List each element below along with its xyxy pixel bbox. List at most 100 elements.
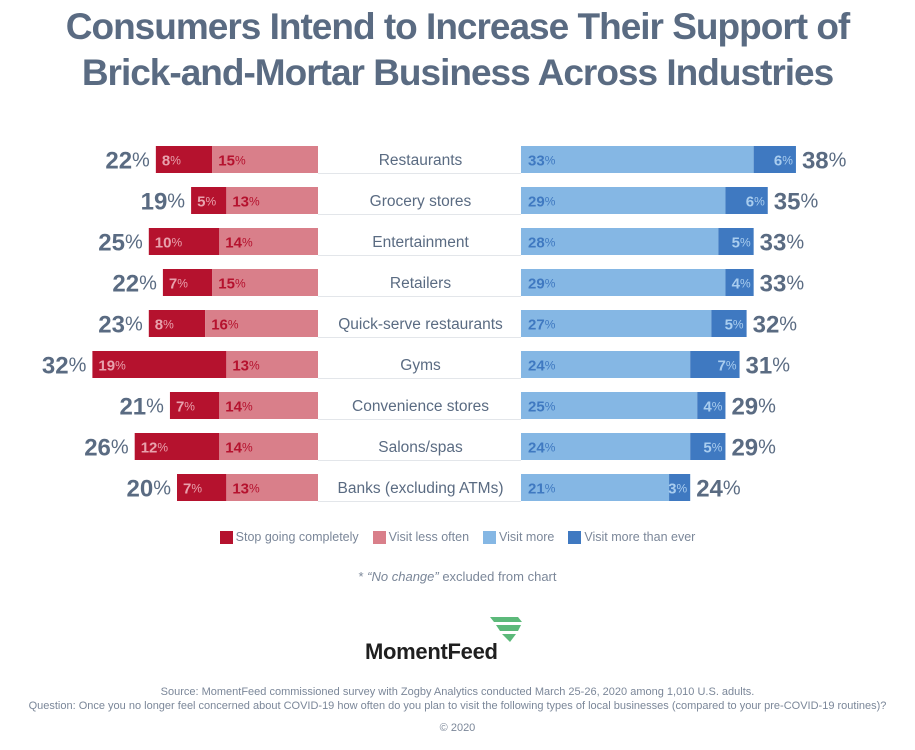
label-stop-going-grocery-stores: 5% [197,193,216,210]
legend-swatch-visit-more [483,530,497,544]
bar-visit-less-salons-spas [219,433,318,460]
label-visit-more-than-ever-grocery-stores: 6% [746,193,765,210]
bar-visit-less-restaurants [212,146,318,173]
legend-swatch-stop-going [219,530,233,544]
bar-visit-less-convenience-stores [219,392,318,419]
bar-stop-going-restaurants [155,146,213,173]
bar-visit-more-banks-excluding-atms [521,474,670,501]
momentfeed-logo: MomentFeed [363,615,533,665]
bar-visit-more-gyms [521,351,691,378]
bar-visit-less-entertainment [219,228,318,255]
label-visit-less-banks-excluding-atms: 13% [232,480,260,497]
total-right-gyms: 31% [746,352,791,379]
bar-visit-more-than-ever-salons-spas [690,433,726,460]
category-label-entertainment: Entertainment [372,234,469,251]
total-left-retailers: 22% [112,270,157,297]
bar-visit-more-restaurants [521,146,754,173]
momentfeed-logo-text: MomentFeed [365,639,498,664]
label-visit-more-entertainment: 28% [528,234,556,251]
label-visit-more-retailers: 29% [528,275,556,292]
legend-item-visit-more: Visit more [483,530,554,544]
bar-visit-more-retailers [521,269,726,296]
bar-visit-less-retailers [212,269,318,296]
legend-item-stop-going: Stop going completely [219,530,359,544]
category-label-grocery-stores: Grocery stores [370,193,472,210]
bar-visit-more-than-ever-convenience-stores [697,392,726,419]
category-label-quick-serve-restaurants: Quick-serve restaurants [338,316,503,333]
label-stop-going-salons-spas: 12% [141,439,169,456]
total-left-banks-excluding-atms: 20% [127,475,172,502]
legend-item-visit-more-than-ever: Visit more than ever [568,530,695,544]
bar-stop-going-banks-excluding-atms [177,474,227,501]
label-stop-going-convenience-stores: 7% [176,398,195,415]
label-stop-going-quick-serve-restaurants: 8% [155,316,174,333]
bar-stop-going-entertainment [148,228,220,255]
label-visit-more-than-ever-gyms: 7% [718,357,737,374]
footnote-rest: excluded from chart [438,569,557,584]
bar-stop-going-grocery-stores [191,187,227,214]
label-visit-more-than-ever-salons-spas: 5% [703,439,722,456]
bar-visit-more-than-ever-restaurants [753,146,796,173]
total-left-gyms: 32% [42,352,87,379]
footnote-italic: “No change” [367,569,439,584]
label-visit-more-restaurants: 33% [528,152,556,169]
diverging-bar-chart: 8% 15% 22% Restaurants 33% 6% 38% 5% 13% 19% Groce… [42,146,847,502]
label-stop-going-banks-excluding-atms: 7% [183,480,202,497]
category-label-gyms: Gyms [400,357,441,374]
bar-visit-more-than-ever-gyms [690,351,740,378]
total-right-retailers: 33% [760,270,805,297]
label-stop-going-retailers: 7% [169,275,188,292]
total-right-entertainment: 33% [760,229,805,256]
legend-label-visit-more: Visit more [499,530,555,544]
question-line: Question: Once you no longer feel concer… [28,700,887,712]
category-label-salons-spas: Salons/spas [378,439,463,456]
label-visit-more-quick-serve-restaurants: 27% [528,316,556,333]
bar-visit-less-gyms [226,351,318,378]
label-stop-going-gyms: 19% [98,357,126,374]
total-left-entertainment: 25% [98,229,143,256]
bar-visit-more-than-ever-entertainment [718,228,754,255]
total-right-grocery-stores: 35% [774,188,819,215]
label-visit-more-salons-spas: 24% [528,439,556,456]
label-visit-more-than-ever-retailers: 4% [732,275,751,292]
label-visit-less-gyms: 13% [232,357,260,374]
total-left-restaurants: 22% [105,147,150,174]
bar-stop-going-quick-serve-restaurants [148,310,206,337]
bar-visit-more-convenience-stores [521,392,698,419]
chart-title: Consumers Intend to Increase Their Suppo… [0,4,915,96]
bar-stop-going-convenience-stores [169,392,220,419]
label-visit-more-than-ever-convenience-stores: 4% [703,398,722,415]
chart-legend: Stop going completely Visit less often V… [0,530,915,544]
category-label-banks-excluding-atms: Banks (excluding ATMs) [338,480,504,497]
bar-visit-more-salons-spas [521,433,691,460]
label-visit-less-restaurants: 15% [218,152,246,169]
chart-title-line-1: Consumers Intend to Increase Their Suppo… [65,6,851,47]
label-stop-going-entertainment: 10% [155,234,183,251]
bar-visit-less-banks-excluding-atms [226,474,318,501]
label-visit-less-salons-spas: 14% [225,439,253,456]
label-visit-more-convenience-stores: 25% [528,398,556,415]
total-right-convenience-stores: 29% [731,393,776,420]
bar-stop-going-salons-spas [134,433,220,460]
legend-item-visit-less: Visit less often [372,530,469,544]
label-visit-more-grocery-stores: 29% [528,193,556,210]
bar-visit-less-quick-serve-restaurants [205,310,318,337]
total-left-salons-spas: 26% [84,434,129,461]
label-visit-more-than-ever-banks-excluding-atms: 3% [668,480,687,497]
total-right-restaurants: 38% [802,147,847,174]
total-left-quick-serve-restaurants: 23% [98,311,143,338]
bar-visit-more-than-ever-banks-excluding-atms [669,474,691,501]
total-right-quick-serve-restaurants: 32% [753,311,798,338]
footnote: * “No change” excluded from chart [0,569,915,584]
bar-visit-less-grocery-stores [226,187,318,214]
total-right-banks-excluding-atms: 24% [696,475,741,502]
source-line: Source: MomentFeed commissioned survey w… [160,686,755,698]
label-visit-less-quick-serve-restaurants: 16% [211,316,239,333]
copyright: © 2020 [439,722,476,734]
label-visit-less-convenience-stores: 14% [225,398,253,415]
label-visit-less-grocery-stores: 13% [232,193,260,210]
total-left-grocery-stores: 19% [141,188,186,215]
label-visit-more-than-ever-entertainment: 5% [732,234,751,251]
label-visit-more-gyms: 24% [528,357,556,374]
label-visit-more-than-ever-quick-serve-restaurants: 5% [725,316,744,333]
